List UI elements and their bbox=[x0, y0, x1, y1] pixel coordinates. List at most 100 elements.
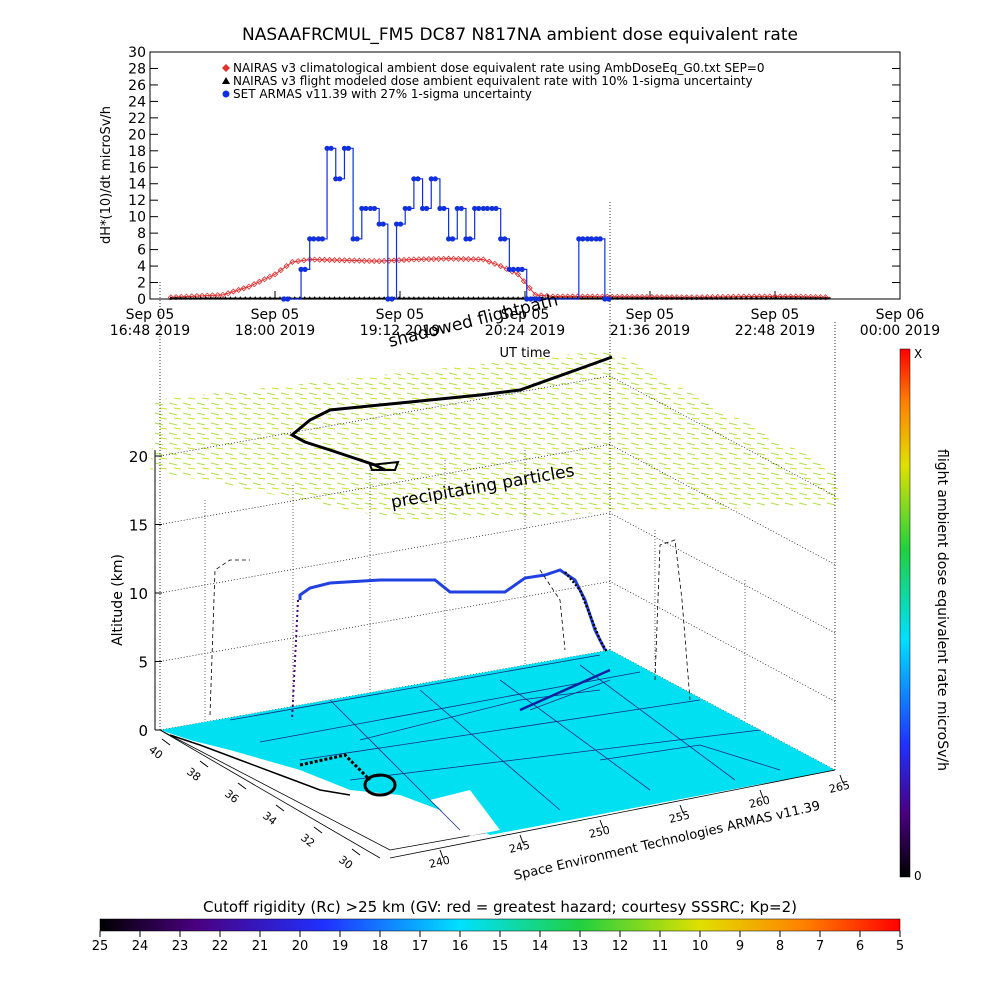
point-armas bbox=[354, 236, 360, 242]
lon-tick bbox=[439, 849, 444, 859]
point-modeled bbox=[258, 296, 263, 300]
point-armas bbox=[367, 205, 374, 212]
point-armas bbox=[307, 236, 313, 242]
altitude-label: Altitude (km) bbox=[110, 554, 126, 646]
point-modeled bbox=[347, 296, 352, 300]
point-modeled bbox=[694, 296, 699, 300]
point-modeled bbox=[769, 296, 774, 300]
point-modeled bbox=[590, 296, 595, 300]
rigidity-tick-label: 17 bbox=[412, 939, 429, 954]
point-modeled bbox=[372, 296, 377, 300]
point-climatological bbox=[668, 294, 675, 301]
point-climatological bbox=[688, 294, 695, 301]
point-armas bbox=[489, 205, 495, 212]
point-modeled bbox=[362, 296, 367, 300]
point-armas bbox=[588, 236, 595, 242]
point-modeled bbox=[203, 296, 208, 300]
point-climatological bbox=[445, 255, 452, 262]
point-climatological bbox=[235, 286, 242, 294]
lon-tick bbox=[519, 834, 524, 844]
altitude-grid-line bbox=[159, 512, 836, 634]
point-modeled bbox=[357, 296, 362, 300]
point-armas bbox=[302, 266, 308, 272]
point-climatological bbox=[486, 258, 493, 265]
altitude-grid-line bbox=[159, 375, 836, 497]
x-tick-label-date: Sep 05 bbox=[751, 307, 800, 323]
map-border bbox=[329, 699, 461, 831]
point-modeled bbox=[243, 296, 248, 300]
point-armas bbox=[472, 205, 478, 212]
timeseries-xlabel: UT time bbox=[500, 346, 551, 361]
point-climatological bbox=[470, 256, 477, 263]
rigidity-tick-label: 14 bbox=[532, 939, 549, 954]
point-armas bbox=[593, 236, 599, 242]
rigidity-tick-label: 19 bbox=[332, 939, 349, 954]
rigidity-tick-label: 18 bbox=[372, 939, 389, 954]
x-tick-label-date: Sep 05 bbox=[376, 307, 425, 323]
point-modeled bbox=[367, 296, 372, 300]
point-climatological bbox=[283, 263, 290, 270]
point-armas bbox=[441, 205, 447, 212]
point-climatological bbox=[390, 257, 398, 264]
point-armas bbox=[350, 236, 356, 242]
point-modeled bbox=[788, 296, 793, 300]
dose-colorbar-bar bbox=[899, 348, 911, 878]
point-armas bbox=[428, 176, 434, 182]
point-climatological bbox=[751, 293, 758, 300]
point-armas bbox=[510, 266, 516, 272]
point-climatological bbox=[240, 285, 247, 292]
lon-tick bbox=[759, 789, 764, 799]
point-modeled bbox=[277, 296, 282, 300]
point-modeled bbox=[749, 296, 754, 300]
y-tick-label: 10 bbox=[128, 210, 146, 226]
lon-axis-line bbox=[389, 769, 836, 859]
point-armas bbox=[454, 205, 460, 212]
shadowed-flightpath-line bbox=[289, 355, 613, 472]
legend-label: NAIRAS v3 flight modeled dose ambient eq… bbox=[233, 74, 753, 88]
flightpath-descent bbox=[564, 571, 609, 653]
rigidity-tick-label: 22 bbox=[212, 939, 229, 954]
point-climatological bbox=[395, 257, 403, 264]
point-modeled bbox=[233, 296, 238, 300]
point-armas bbox=[315, 236, 322, 242]
point-modeled bbox=[401, 296, 406, 300]
legend-label: NAIRAS v3 climatological ambient dose eq… bbox=[233, 61, 765, 75]
x-tick-label-time: 00:00 2019 bbox=[860, 323, 940, 339]
rigidity-tick-label: 21 bbox=[252, 939, 269, 954]
timeseries-title: NASAAFRCMUL_FM5 DC87 N817NA ambient dose… bbox=[242, 25, 798, 45]
point-armas bbox=[380, 221, 386, 227]
dose-colorbar-top: X bbox=[914, 347, 922, 361]
map-border bbox=[299, 699, 701, 761]
point-climatological bbox=[440, 255, 447, 262]
flightpath-loop bbox=[363, 773, 397, 797]
series-line-armas bbox=[283, 147, 606, 300]
ground-map-borders bbox=[169, 654, 781, 831]
lon-tick bbox=[679, 804, 684, 814]
map-border bbox=[599, 744, 781, 771]
lon-tick-label: 265 bbox=[828, 779, 851, 796]
y-tick-label: 20 bbox=[128, 127, 146, 143]
point-climatological bbox=[261, 276, 268, 283]
point-climatological bbox=[455, 255, 462, 262]
point-modeled bbox=[193, 296, 198, 300]
rigidity-tick-label: 10 bbox=[692, 939, 709, 954]
point-climatological bbox=[699, 294, 706, 301]
point-modeled bbox=[168, 296, 173, 300]
longitude-axis: 240 245 250 255 260 265 bbox=[389, 769, 851, 871]
point-armas bbox=[484, 205, 490, 212]
point-armas bbox=[480, 205, 486, 212]
lat-tick bbox=[313, 826, 323, 834]
point-climatological bbox=[730, 293, 737, 300]
timeseries-panel: NASAAFRCMUL_FM5 DC87 N817NA ambient dose… bbox=[99, 25, 940, 361]
point-armas bbox=[432, 176, 438, 182]
point-modeled bbox=[734, 296, 739, 300]
point-climatological bbox=[745, 293, 753, 300]
point-climatological bbox=[520, 278, 527, 285]
point-armas bbox=[419, 205, 426, 212]
point-armas bbox=[359, 205, 365, 212]
point-modeled bbox=[640, 296, 645, 300]
point-armas bbox=[324, 145, 330, 151]
lon-tick-label: 245 bbox=[508, 839, 531, 856]
ground-map bbox=[160, 650, 835, 835]
altitude-grid-line bbox=[159, 444, 836, 565]
